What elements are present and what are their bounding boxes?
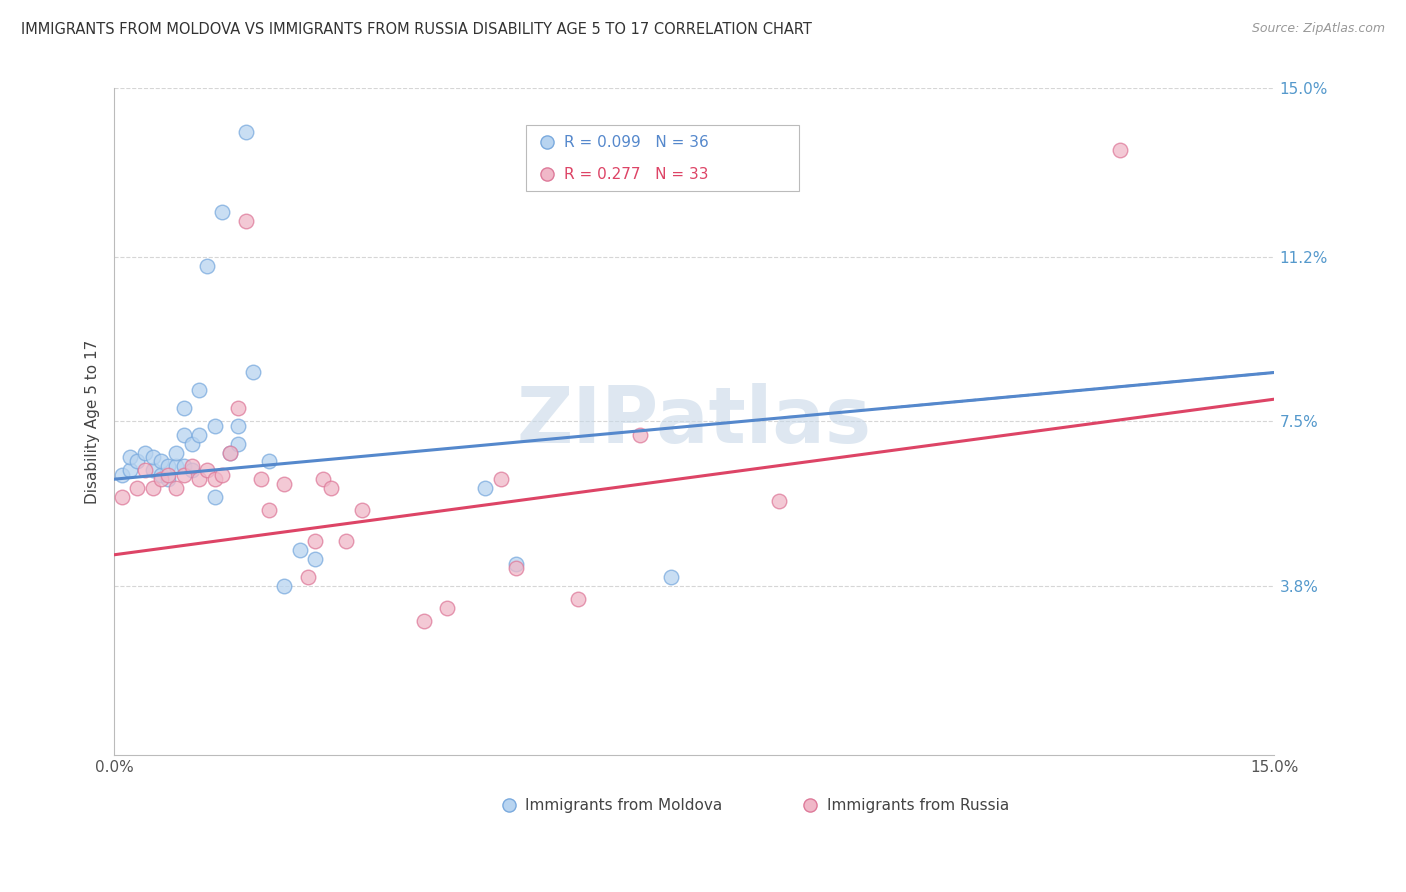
Text: Immigrants from Moldova: Immigrants from Moldova (524, 798, 723, 813)
Point (195, 463, 218, 477)
Point (219, 445, 242, 459)
Point (173, 467, 195, 482)
Point (226, 418, 249, 433)
Text: IMMIGRANTS FROM MOLDOVA VS IMMIGRANTS FROM RUSSIA DISABILITY AGE 5 TO 17 CORRELA: IMMIGRANTS FROM MOLDOVA VS IMMIGRANTS FR… (21, 22, 813, 37)
Point (157, 458, 180, 473)
Point (628, 427, 651, 442)
Point (134, 445, 156, 459)
Point (436, 601, 458, 615)
Point (180, 458, 202, 473)
Point (165, 481, 187, 495)
Point (173, 458, 195, 473)
Point (127, 454, 149, 468)
Point (312, 472, 335, 486)
Point (204, 472, 226, 486)
Point (304, 534, 326, 549)
Point (489, 472, 512, 486)
Point (567, 592, 589, 607)
Point (142, 481, 165, 495)
Point (127, 481, 149, 495)
Point (659, 570, 682, 584)
Point (149, 472, 172, 486)
Point (250, 472, 273, 486)
Point (474, 481, 496, 495)
Point (111, 467, 134, 482)
FancyBboxPatch shape (526, 125, 799, 191)
Point (188, 384, 211, 398)
Point (219, 445, 242, 459)
Point (188, 427, 211, 442)
Point (111, 490, 134, 504)
Point (257, 503, 280, 517)
Point (118, 463, 141, 477)
Point (297, 570, 319, 584)
Text: R = 0.277   N = 33: R = 0.277 N = 33 (564, 167, 709, 182)
Point (149, 454, 172, 468)
Point (350, 503, 373, 517)
Point (180, 463, 202, 477)
Point (226, 401, 249, 415)
Point (226, 436, 249, 450)
Point (768, 494, 790, 508)
Point (505, 557, 527, 571)
Point (173, 401, 195, 415)
Text: R = 0.099   N = 36: R = 0.099 N = 36 (564, 135, 709, 150)
Point (142, 450, 165, 464)
Point (173, 427, 195, 442)
Point (142, 463, 165, 477)
Point (288, 543, 311, 558)
Point (165, 458, 187, 473)
Point (319, 481, 342, 495)
Point (273, 476, 295, 491)
Point (242, 366, 264, 380)
Point (211, 205, 233, 219)
Text: Source: ZipAtlas.com: Source: ZipAtlas.com (1251, 22, 1385, 36)
Point (134, 463, 156, 477)
Point (412, 615, 434, 629)
Point (335, 534, 357, 549)
Point (235, 214, 257, 228)
Point (505, 561, 527, 575)
Point (188, 472, 211, 486)
Text: ZIPatlas: ZIPatlas (517, 384, 872, 459)
Point (165, 445, 187, 459)
Point (1108, 143, 1130, 157)
Point (211, 467, 233, 482)
Point (118, 450, 141, 464)
Y-axis label: Disability Age 5 to 17: Disability Age 5 to 17 (86, 339, 100, 503)
Point (273, 579, 295, 593)
Point (257, 454, 280, 468)
Text: Immigrants from Russia: Immigrants from Russia (827, 798, 1010, 813)
Point (304, 552, 326, 566)
Point (235, 125, 257, 139)
Point (149, 467, 172, 482)
Point (180, 436, 202, 450)
Point (204, 490, 226, 504)
Point (157, 467, 180, 482)
Point (204, 418, 226, 433)
Point (157, 472, 180, 486)
Point (195, 259, 218, 273)
